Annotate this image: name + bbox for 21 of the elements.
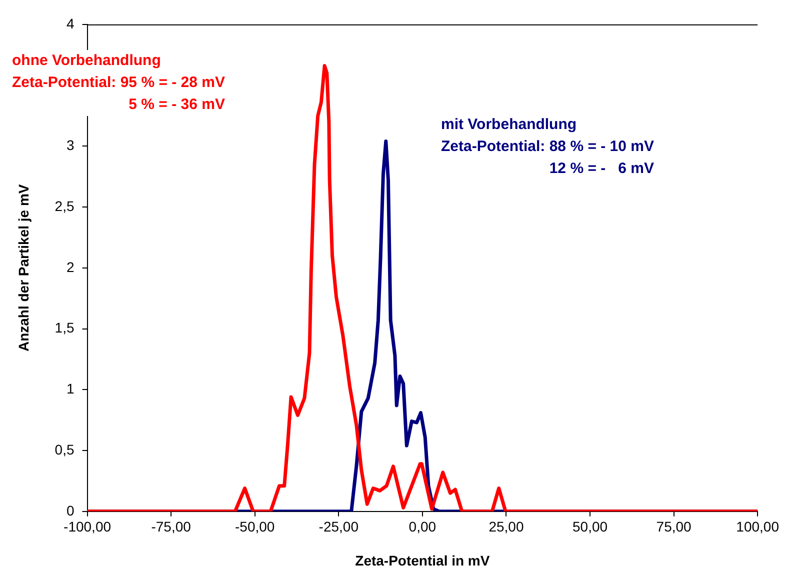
y-tick-label: 0 [66,502,74,518]
x-axis-title: Zeta-Potential in mV [355,552,490,568]
x-tick-label: -50,00 [234,518,275,535]
y-tick-label: 3 [66,137,74,154]
y-tick-label: 4 [66,15,74,32]
x-tick-label: -100,00 [64,518,112,535]
y-tick-label: 2 [66,258,74,275]
y-tick-label: 0,5 [54,441,74,458]
x-tick-label: -25,00 [318,518,359,535]
y-tick-label: 1,5 [54,320,74,336]
y-axis-title: Anzahl der Partikel je mV [15,184,32,352]
y-tick-label: 2,5 [54,198,74,214]
x-tick-label: 0,00 [408,518,436,535]
y-tick-label: 1 [66,380,74,397]
annotation: ohne Vorbehandlung Zeta-Potential: 95 % = - 28 mV 5 % = - 36 mV [12,50,225,116]
annotation: mit Vorbehandlung Zeta-Potential: 88 % = - 10 mV 12 % = - 6 mV [441,114,654,180]
x-tick-label: 25,00 [488,518,524,535]
x-tick-label: -75,00 [151,518,192,535]
x-tick-label: 100,00 [736,518,780,535]
x-tick-label: 75,00 [656,518,692,535]
x-tick-label: 50,00 [572,518,608,535]
